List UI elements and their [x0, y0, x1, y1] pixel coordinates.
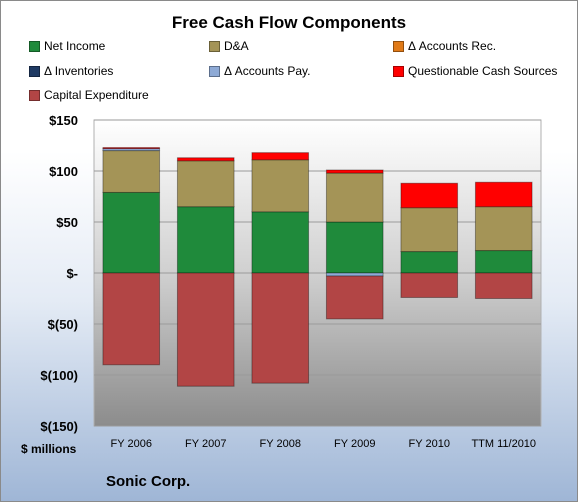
bar-segment — [474, 206, 533, 252]
bar-segment — [474, 250, 533, 274]
y-axis-ticks: $150 $100 $50 $- $(50) $(100) $(150) — [40, 113, 78, 434]
bar-segment — [176, 206, 235, 274]
legend-item-questionable-cash: Questionable Cash Sources — [393, 64, 557, 78]
x-tick-label: FY 2007 — [185, 438, 226, 450]
bar-segment — [474, 272, 533, 299]
bar-segment — [251, 211, 310, 274]
legend-label: Capital Expenditure — [44, 88, 149, 102]
bar-segment — [102, 191, 161, 274]
bar-segment — [102, 147, 161, 150]
bars — [102, 147, 533, 387]
x-tick-label: FY 2009 — [334, 438, 375, 450]
legend-label: Δ Inventories — [44, 64, 114, 78]
y-tick-label: $(100) — [40, 368, 78, 383]
bar-segment — [325, 169, 384, 174]
legend-item-inventories: Δ Inventories — [29, 64, 113, 78]
company-name: Sonic Corp. — [106, 473, 191, 490]
y-tick-label: $50 — [56, 215, 78, 230]
legend-item-capex: Capital Expenditure — [29, 88, 149, 102]
legend-swatch — [209, 66, 220, 78]
y-tick-label: $150 — [49, 113, 78, 128]
legend-swatch — [393, 66, 404, 78]
chart-title: Free Cash Flow Components — [171, 13, 407, 32]
legend-item-da: D&A — [209, 39, 249, 53]
y-tick-label: $100 — [49, 164, 78, 179]
x-axis-ticks: FY 2006 FY 2007 FY 2008 FY 2009 FY 2010 TTM 1… — [111, 438, 537, 450]
legend-item-net-income: Net Income — [29, 39, 105, 53]
bar-segment — [474, 181, 533, 208]
legend-swatch — [29, 90, 40, 102]
legend-swatch — [29, 66, 40, 78]
bar-segment — [400, 182, 459, 209]
bar-segment — [325, 172, 384, 223]
y-tick-label: $- — [66, 266, 78, 281]
bar-segment — [176, 160, 235, 208]
bar-segment — [325, 275, 384, 320]
bar-segment — [400, 251, 459, 274]
bar-segment — [400, 272, 459, 298]
bar-segment — [325, 221, 384, 274]
bar-segment — [102, 150, 161, 193]
bar-segment — [251, 159, 310, 213]
bar-segment — [102, 272, 161, 366]
legend-swatch — [209, 41, 220, 53]
bar-segment — [176, 157, 235, 162]
legend-label: Δ Accounts Rec. — [408, 39, 497, 53]
x-tick-label: FY 2010 — [409, 438, 450, 450]
legend-label: D&A — [224, 39, 249, 53]
bar-segment — [251, 272, 310, 384]
legend-swatch — [393, 41, 404, 53]
unit-label: $ millions — [21, 442, 77, 456]
legend-label: Questionable Cash Sources — [408, 64, 558, 78]
bar-segment — [400, 207, 459, 253]
bar-segment — [251, 152, 310, 161]
legend-label: Net Income — [44, 39, 106, 53]
legend-swatch — [29, 41, 40, 53]
legend-item-accounts-pay: Δ Accounts Pay. — [209, 64, 311, 78]
bar-segment — [176, 272, 235, 387]
x-tick-label: TTM 11/2010 — [471, 438, 536, 450]
gridlines — [94, 119, 541, 427]
legend-item-accounts-rec: Δ Accounts Rec. — [393, 39, 496, 53]
y-tick-label: $(50) — [48, 317, 78, 332]
legend-label: Δ Accounts Pay. — [224, 64, 311, 78]
y-tick-label: $(150) — [40, 419, 78, 434]
x-tick-label: FY 2006 — [111, 438, 152, 450]
x-tick-label: FY 2008 — [260, 438, 301, 450]
